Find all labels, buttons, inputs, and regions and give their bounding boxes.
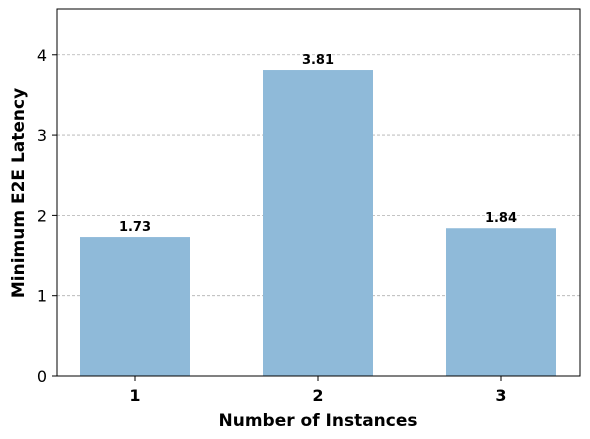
bar-value-label: 1.73 <box>119 220 151 235</box>
y-axis-label: Minimum E2E Latency <box>9 88 29 298</box>
y-tick-label: 1 <box>37 287 47 306</box>
y-tick-label: 2 <box>37 206 47 225</box>
y-axis-ticks: 0 1 2 3 4 <box>37 46 57 386</box>
data-labels: 1.73 3.81 1.84 <box>119 53 517 235</box>
y-tick-label: 3 <box>37 126 47 145</box>
bar-value-label: 3.81 <box>302 53 334 68</box>
bar <box>80 237 190 376</box>
y-tick-label: 0 <box>37 367 47 386</box>
bar-value-label: 1.84 <box>485 211 517 226</box>
bar <box>263 70 373 376</box>
x-tick-label: 3 <box>495 386 506 405</box>
bar <box>446 228 556 376</box>
y-tick-label: 4 <box>37 46 47 65</box>
x-axis-ticks: 1 2 3 <box>129 376 507 405</box>
x-axis-label: Number of Instances <box>218 411 417 431</box>
x-tick-label: 1 <box>129 386 140 405</box>
bars <box>80 70 556 376</box>
x-tick-label: 2 <box>312 386 323 405</box>
